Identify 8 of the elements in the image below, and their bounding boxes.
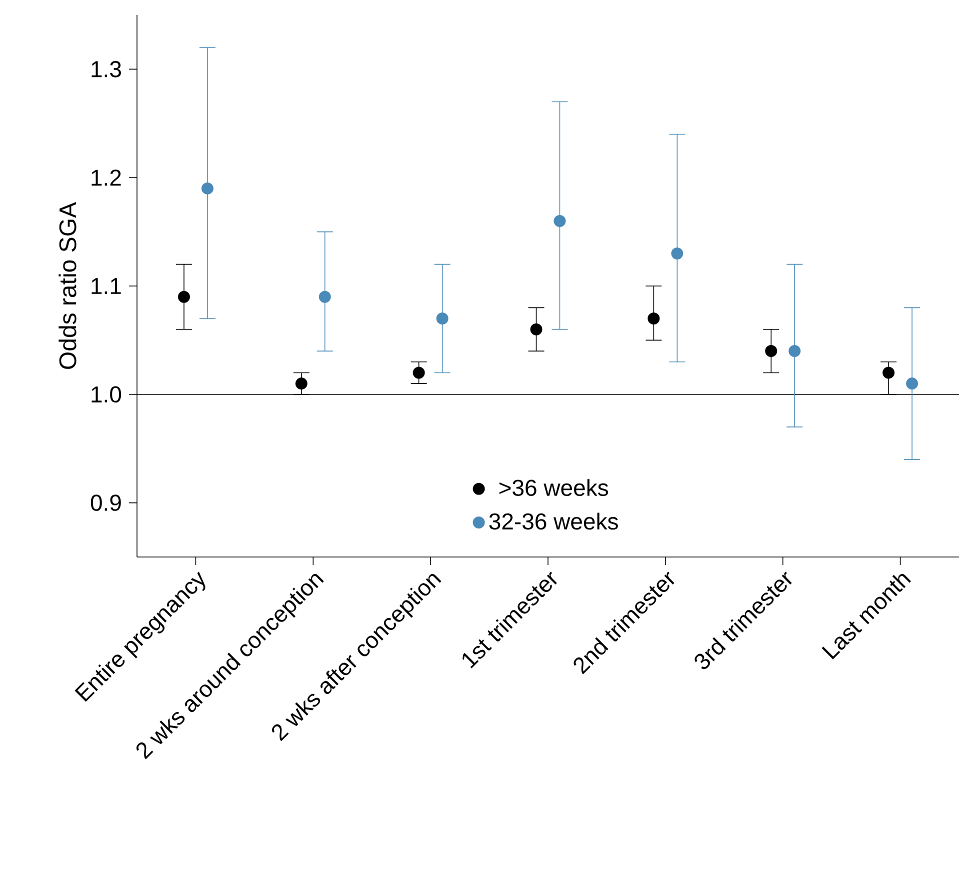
y-tick-label: 1.3: [92, 61, 121, 78]
y-tick-label: 0.9: [90, 494, 121, 511]
legend-label: 32-36 weeks: [489, 512, 618, 530]
legend-label: >36 weeks: [499, 479, 608, 496]
y-axis-title: Odds ratio SGA: [58, 202, 76, 369]
y-tick-label: 1.2: [92, 170, 121, 186]
y-tick-label: 1.1: [92, 278, 121, 294]
y-tick-label: 1.0: [92, 386, 122, 403]
